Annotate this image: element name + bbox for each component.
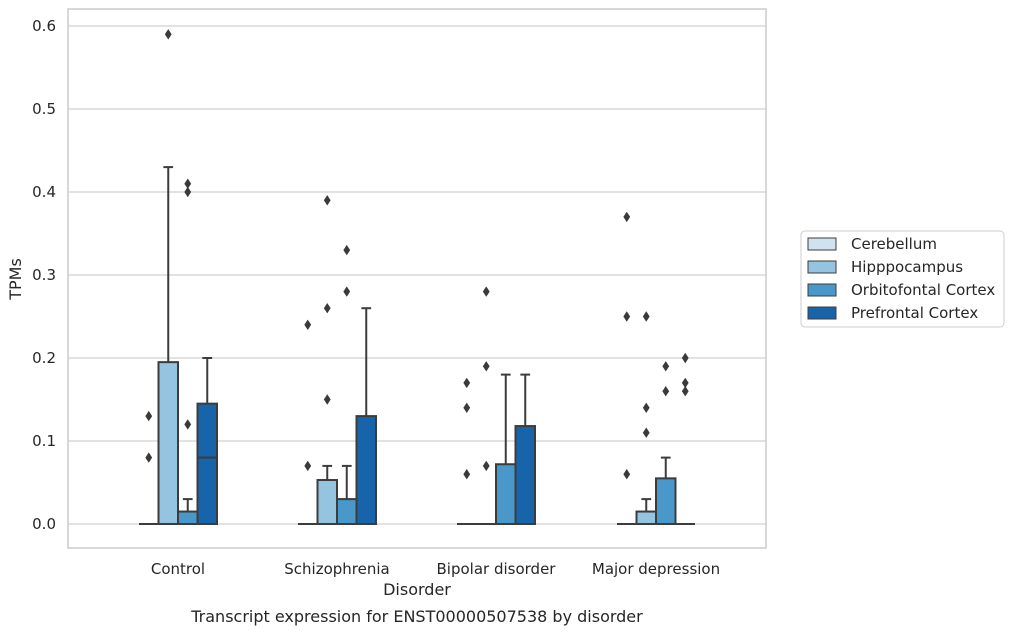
outlier-point [482, 460, 490, 472]
x-tick-label: Control [151, 560, 205, 578]
y-tick-label: 0.2 [32, 349, 56, 367]
outlier-point [482, 286, 490, 297]
outlier-point [304, 319, 312, 330]
outlier-point [463, 377, 471, 389]
outlier-point [343, 286, 351, 297]
y-tick-label: 0.4 [32, 183, 56, 201]
plot-area [68, 9, 766, 548]
series-cerebellum [139, 211, 637, 525]
outlier-point [681, 377, 689, 389]
plot-frame [67, 8, 767, 549]
x-axis-ticks: Control Schizophrenia Bipolar disorder Majo… [151, 560, 720, 578]
outlier-point [463, 402, 471, 413]
y-tick-label: 0.5 [32, 100, 56, 118]
legend-label: Prefrontal Cortex [851, 304, 978, 322]
outlier-point [681, 352, 689, 364]
y-tick-label: 0.1 [32, 432, 56, 450]
legend-label: Orbitofontal Cortex [851, 281, 995, 299]
outlier-point [323, 303, 331, 314]
box [316, 479, 338, 526]
y-tick-label: 0.0 [32, 515, 56, 533]
series-prefrontal-cortex [196, 307, 695, 526]
outlier-point [623, 469, 631, 480]
box [355, 415, 377, 526]
x-tick-label: Major depression [592, 560, 720, 578]
outlier-point [662, 386, 670, 397]
outlier-point [343, 244, 351, 256]
outlier-point [681, 386, 689, 397]
outlier-point [323, 394, 331, 405]
chart-caption: Transcript expression for ENST0000050753… [190, 607, 643, 626]
x-tick-label: Bipolar disorder [437, 560, 557, 578]
box [157, 361, 179, 525]
outlier-point [642, 402, 650, 413]
outlier-point [184, 186, 192, 198]
legend-label: Cerebellum [851, 235, 937, 253]
y-tick-label: 0.6 [32, 17, 56, 35]
box [655, 477, 677, 526]
series-orbitofontal-cortex [177, 178, 677, 526]
outlier-point [642, 427, 650, 438]
box [196, 402, 218, 525]
box-plot-groups [139, 29, 695, 526]
box [635, 510, 657, 525]
x-tick-label: Schizophrenia [284, 560, 389, 578]
box [336, 498, 358, 526]
outlier-point [145, 452, 153, 463]
outlier-point [304, 460, 312, 472]
y-tick-label: 0.3 [32, 266, 56, 284]
legend-label: Hipppocampus [851, 258, 963, 276]
outlier-point [623, 211, 631, 223]
y-axis-title: TPMs [6, 258, 25, 301]
series-hipppocampus [157, 29, 657, 526]
outlier-point [463, 469, 471, 480]
outlier-point [184, 419, 192, 430]
legend-swatch [807, 260, 837, 274]
outlier-point [662, 361, 670, 372]
outlier-point [184, 178, 192, 189]
legend-swatch [807, 306, 837, 320]
outlier-point [642, 311, 650, 322]
box [495, 463, 517, 525]
x-axis-title: Disorder [383, 580, 451, 599]
legend-swatch [807, 283, 837, 297]
box [177, 510, 199, 525]
plot-border [67, 8, 767, 549]
outlier-point [164, 29, 172, 40]
box [514, 425, 536, 525]
outlier-point [323, 195, 331, 206]
legend-swatch [807, 237, 837, 251]
y-axis-ticks: 0.0 0.1 0.2 0.3 0.4 0.5 0.6 [32, 17, 56, 533]
outlier-point [482, 361, 490, 372]
legend: Cerebellum Hipppocampus Orbitofontal Corte… [800, 230, 1005, 328]
legend-box [800, 230, 1005, 328]
plot-background [68, 9, 766, 548]
outlier-point [623, 311, 631, 322]
outlier-point [145, 410, 153, 422]
